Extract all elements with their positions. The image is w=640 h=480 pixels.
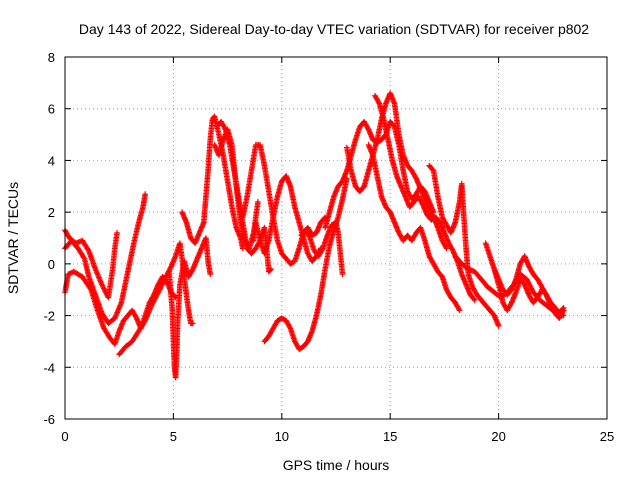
data-point xyxy=(142,191,149,197)
data-point xyxy=(255,199,261,205)
x-tick-label: 10 xyxy=(275,429,289,444)
data-point xyxy=(456,307,463,314)
series-arc17 xyxy=(426,162,502,329)
series-arc16 xyxy=(365,142,463,314)
y-tick-label: 4 xyxy=(48,153,55,168)
data-point xyxy=(267,267,274,273)
x-tick-label: 20 xyxy=(491,429,505,444)
series-arc15 xyxy=(372,92,478,303)
data-points xyxy=(62,90,567,381)
y-tick-label: 8 xyxy=(48,50,55,65)
plot-frame xyxy=(64,56,608,420)
grid-lines xyxy=(65,57,607,419)
y-tick-label: 2 xyxy=(48,205,55,220)
y-tick-label: -4 xyxy=(43,360,55,375)
data-point xyxy=(114,230,120,236)
y-tick-label: -2 xyxy=(43,309,55,324)
series-arc5 xyxy=(166,235,214,381)
x-tick-label: 0 xyxy=(61,429,68,444)
data-point xyxy=(560,307,567,314)
y-tick-label: 6 xyxy=(48,102,55,117)
y-axis-label: SDTVAR / TECUs xyxy=(5,182,21,294)
x-tick-label: 15 xyxy=(383,429,397,444)
data-point xyxy=(443,245,450,252)
x-tick-label: 25 xyxy=(600,429,614,444)
chart-title: Day 143 of 2022, Sidereal Day-to-day VTE… xyxy=(79,21,589,37)
x-axis-label: GPS time / hours xyxy=(283,457,390,473)
series-arc9 xyxy=(239,142,328,267)
data-point xyxy=(495,323,502,329)
data-point xyxy=(429,166,436,173)
x-tick-label: 5 xyxy=(170,429,177,444)
data-point xyxy=(471,297,478,303)
data-point xyxy=(207,271,214,277)
series-arc20 xyxy=(491,266,567,321)
data-point xyxy=(471,296,477,302)
y-tick-label: 0 xyxy=(48,257,55,272)
data-point xyxy=(339,271,346,277)
series-arc12 xyxy=(298,219,346,277)
data-point xyxy=(190,320,196,327)
y-tick-label: -6 xyxy=(43,412,55,427)
data-point xyxy=(268,266,274,272)
series-arc10 xyxy=(250,173,324,265)
series-arc2 xyxy=(62,191,149,327)
